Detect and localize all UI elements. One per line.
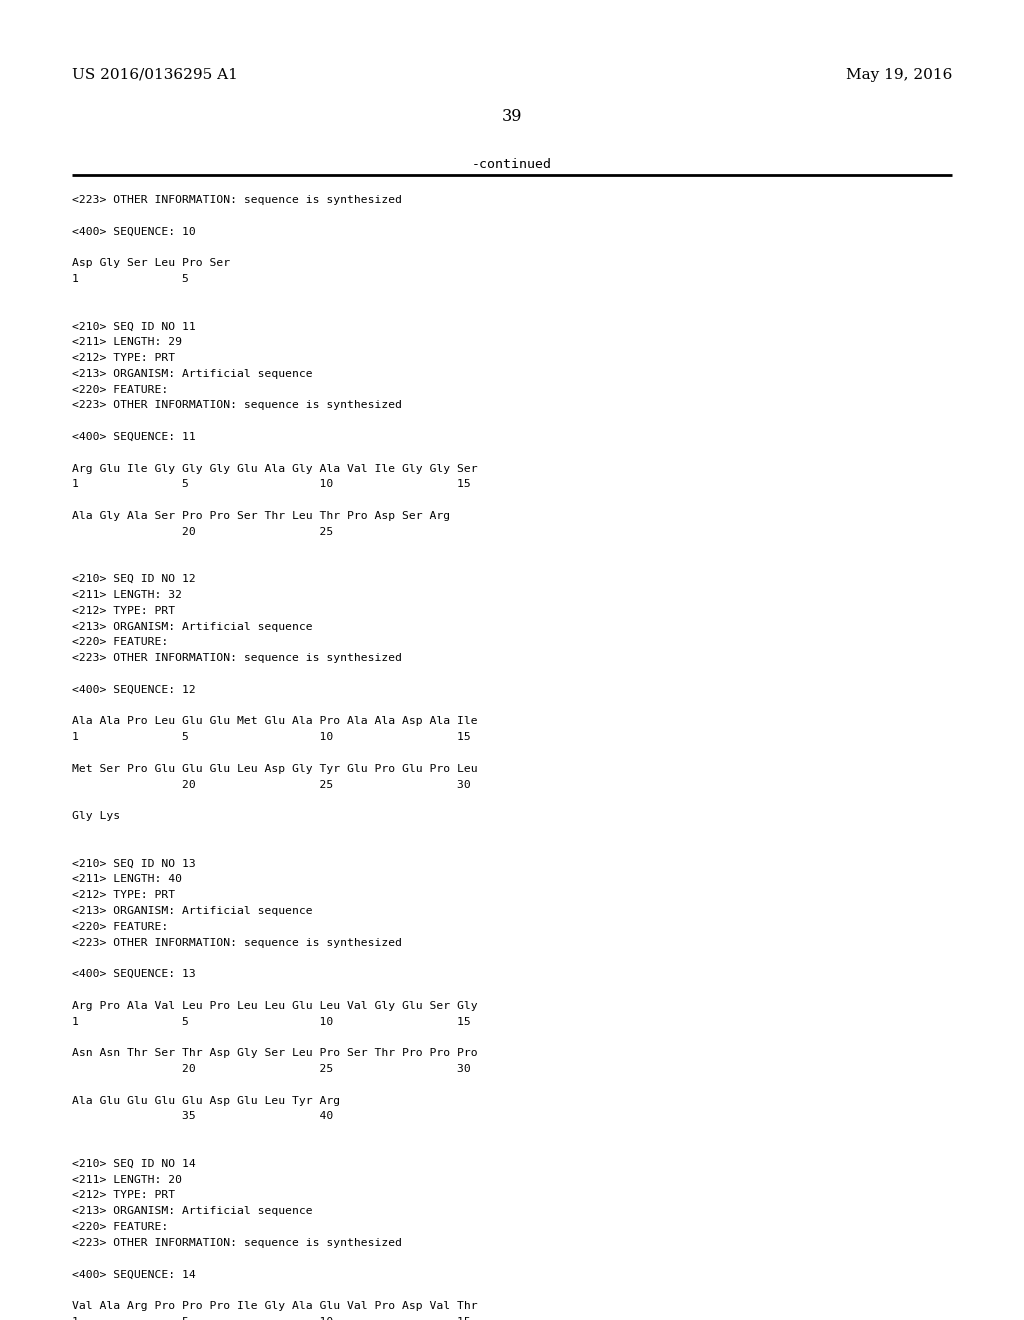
Text: <210> SEQ ID NO 11: <210> SEQ ID NO 11 bbox=[72, 321, 196, 331]
Text: <213> ORGANISM: Artificial sequence: <213> ORGANISM: Artificial sequence bbox=[72, 906, 312, 916]
Text: Arg Glu Ile Gly Gly Gly Glu Ala Gly Ala Val Ile Gly Gly Ser: Arg Glu Ile Gly Gly Gly Glu Ala Gly Ala … bbox=[72, 463, 477, 474]
Text: <211> LENGTH: 20: <211> LENGTH: 20 bbox=[72, 1175, 182, 1184]
Text: -continued: -continued bbox=[472, 158, 552, 172]
Text: <213> ORGANISM: Artificial sequence: <213> ORGANISM: Artificial sequence bbox=[72, 368, 312, 379]
Text: <212> TYPE: PRT: <212> TYPE: PRT bbox=[72, 890, 175, 900]
Text: <400> SEQUENCE: 12: <400> SEQUENCE: 12 bbox=[72, 685, 196, 694]
Text: <212> TYPE: PRT: <212> TYPE: PRT bbox=[72, 606, 175, 616]
Text: <220> FEATURE:: <220> FEATURE: bbox=[72, 921, 168, 932]
Text: <223> OTHER INFORMATION: sequence is synthesized: <223> OTHER INFORMATION: sequence is syn… bbox=[72, 195, 402, 205]
Text: <400> SEQUENCE: 11: <400> SEQUENCE: 11 bbox=[72, 432, 196, 442]
Text: 1               5                   10                  15: 1 5 10 15 bbox=[72, 1016, 471, 1027]
Text: Val Ala Arg Pro Pro Pro Ile Gly Ala Glu Val Pro Asp Val Thr: Val Ala Arg Pro Pro Pro Ile Gly Ala Glu … bbox=[72, 1302, 477, 1311]
Text: <212> TYPE: PRT: <212> TYPE: PRT bbox=[72, 1191, 175, 1200]
Text: 1               5: 1 5 bbox=[72, 275, 188, 284]
Text: 1               5                   10                  15: 1 5 10 15 bbox=[72, 1317, 471, 1320]
Text: <223> OTHER INFORMATION: sequence is synthesized: <223> OTHER INFORMATION: sequence is syn… bbox=[72, 1238, 402, 1247]
Text: Arg Pro Ala Val Leu Pro Leu Leu Glu Leu Val Gly Glu Ser Gly: Arg Pro Ala Val Leu Pro Leu Leu Glu Leu … bbox=[72, 1001, 477, 1011]
Text: 20                  25                  30: 20 25 30 bbox=[72, 780, 471, 789]
Text: 1               5                   10                  15: 1 5 10 15 bbox=[72, 479, 471, 490]
Text: <213> ORGANISM: Artificial sequence: <213> ORGANISM: Artificial sequence bbox=[72, 1206, 312, 1216]
Text: 20                  25: 20 25 bbox=[72, 527, 333, 537]
Text: US 2016/0136295 A1: US 2016/0136295 A1 bbox=[72, 69, 238, 82]
Text: <211> LENGTH: 29: <211> LENGTH: 29 bbox=[72, 337, 182, 347]
Text: Ala Glu Glu Glu Glu Asp Glu Leu Tyr Arg: Ala Glu Glu Glu Glu Asp Glu Leu Tyr Arg bbox=[72, 1096, 340, 1106]
Text: <212> TYPE: PRT: <212> TYPE: PRT bbox=[72, 352, 175, 363]
Text: <220> FEATURE:: <220> FEATURE: bbox=[72, 638, 168, 647]
Text: <211> LENGTH: 32: <211> LENGTH: 32 bbox=[72, 590, 182, 601]
Text: <220> FEATURE:: <220> FEATURE: bbox=[72, 384, 168, 395]
Text: <400> SEQUENCE: 10: <400> SEQUENCE: 10 bbox=[72, 227, 196, 236]
Text: <223> OTHER INFORMATION: sequence is synthesized: <223> OTHER INFORMATION: sequence is syn… bbox=[72, 400, 402, 411]
Text: <211> LENGTH: 40: <211> LENGTH: 40 bbox=[72, 874, 182, 884]
Text: 35                  40: 35 40 bbox=[72, 1111, 333, 1122]
Text: Ala Ala Pro Leu Glu Glu Met Glu Ala Pro Ala Ala Asp Ala Ile: Ala Ala Pro Leu Glu Glu Met Glu Ala Pro … bbox=[72, 717, 477, 726]
Text: Asp Gly Ser Leu Pro Ser: Asp Gly Ser Leu Pro Ser bbox=[72, 259, 230, 268]
Text: Met Ser Pro Glu Glu Glu Leu Asp Gly Tyr Glu Pro Glu Pro Leu: Met Ser Pro Glu Glu Glu Leu Asp Gly Tyr … bbox=[72, 764, 477, 774]
Text: May 19, 2016: May 19, 2016 bbox=[846, 69, 952, 82]
Text: <210> SEQ ID NO 14: <210> SEQ ID NO 14 bbox=[72, 1159, 196, 1168]
Text: Ala Gly Ala Ser Pro Pro Ser Thr Leu Thr Pro Asp Ser Arg: Ala Gly Ala Ser Pro Pro Ser Thr Leu Thr … bbox=[72, 511, 451, 521]
Text: <210> SEQ ID NO 13: <210> SEQ ID NO 13 bbox=[72, 858, 196, 869]
Text: <400> SEQUENCE: 13: <400> SEQUENCE: 13 bbox=[72, 969, 196, 979]
Text: <220> FEATURE:: <220> FEATURE: bbox=[72, 1222, 168, 1232]
Text: <400> SEQUENCE: 14: <400> SEQUENCE: 14 bbox=[72, 1270, 196, 1279]
Text: 1               5                   10                  15: 1 5 10 15 bbox=[72, 733, 471, 742]
Text: 39: 39 bbox=[502, 108, 522, 125]
Text: 20                  25                  30: 20 25 30 bbox=[72, 1064, 471, 1074]
Text: Asn Asn Thr Ser Thr Asp Gly Ser Leu Pro Ser Thr Pro Pro Pro: Asn Asn Thr Ser Thr Asp Gly Ser Leu Pro … bbox=[72, 1048, 477, 1059]
Text: <223> OTHER INFORMATION: sequence is synthesized: <223> OTHER INFORMATION: sequence is syn… bbox=[72, 653, 402, 663]
Text: Gly Lys: Gly Lys bbox=[72, 812, 120, 821]
Text: <213> ORGANISM: Artificial sequence: <213> ORGANISM: Artificial sequence bbox=[72, 622, 312, 631]
Text: <223> OTHER INFORMATION: sequence is synthesized: <223> OTHER INFORMATION: sequence is syn… bbox=[72, 937, 402, 948]
Text: <210> SEQ ID NO 12: <210> SEQ ID NO 12 bbox=[72, 574, 196, 585]
